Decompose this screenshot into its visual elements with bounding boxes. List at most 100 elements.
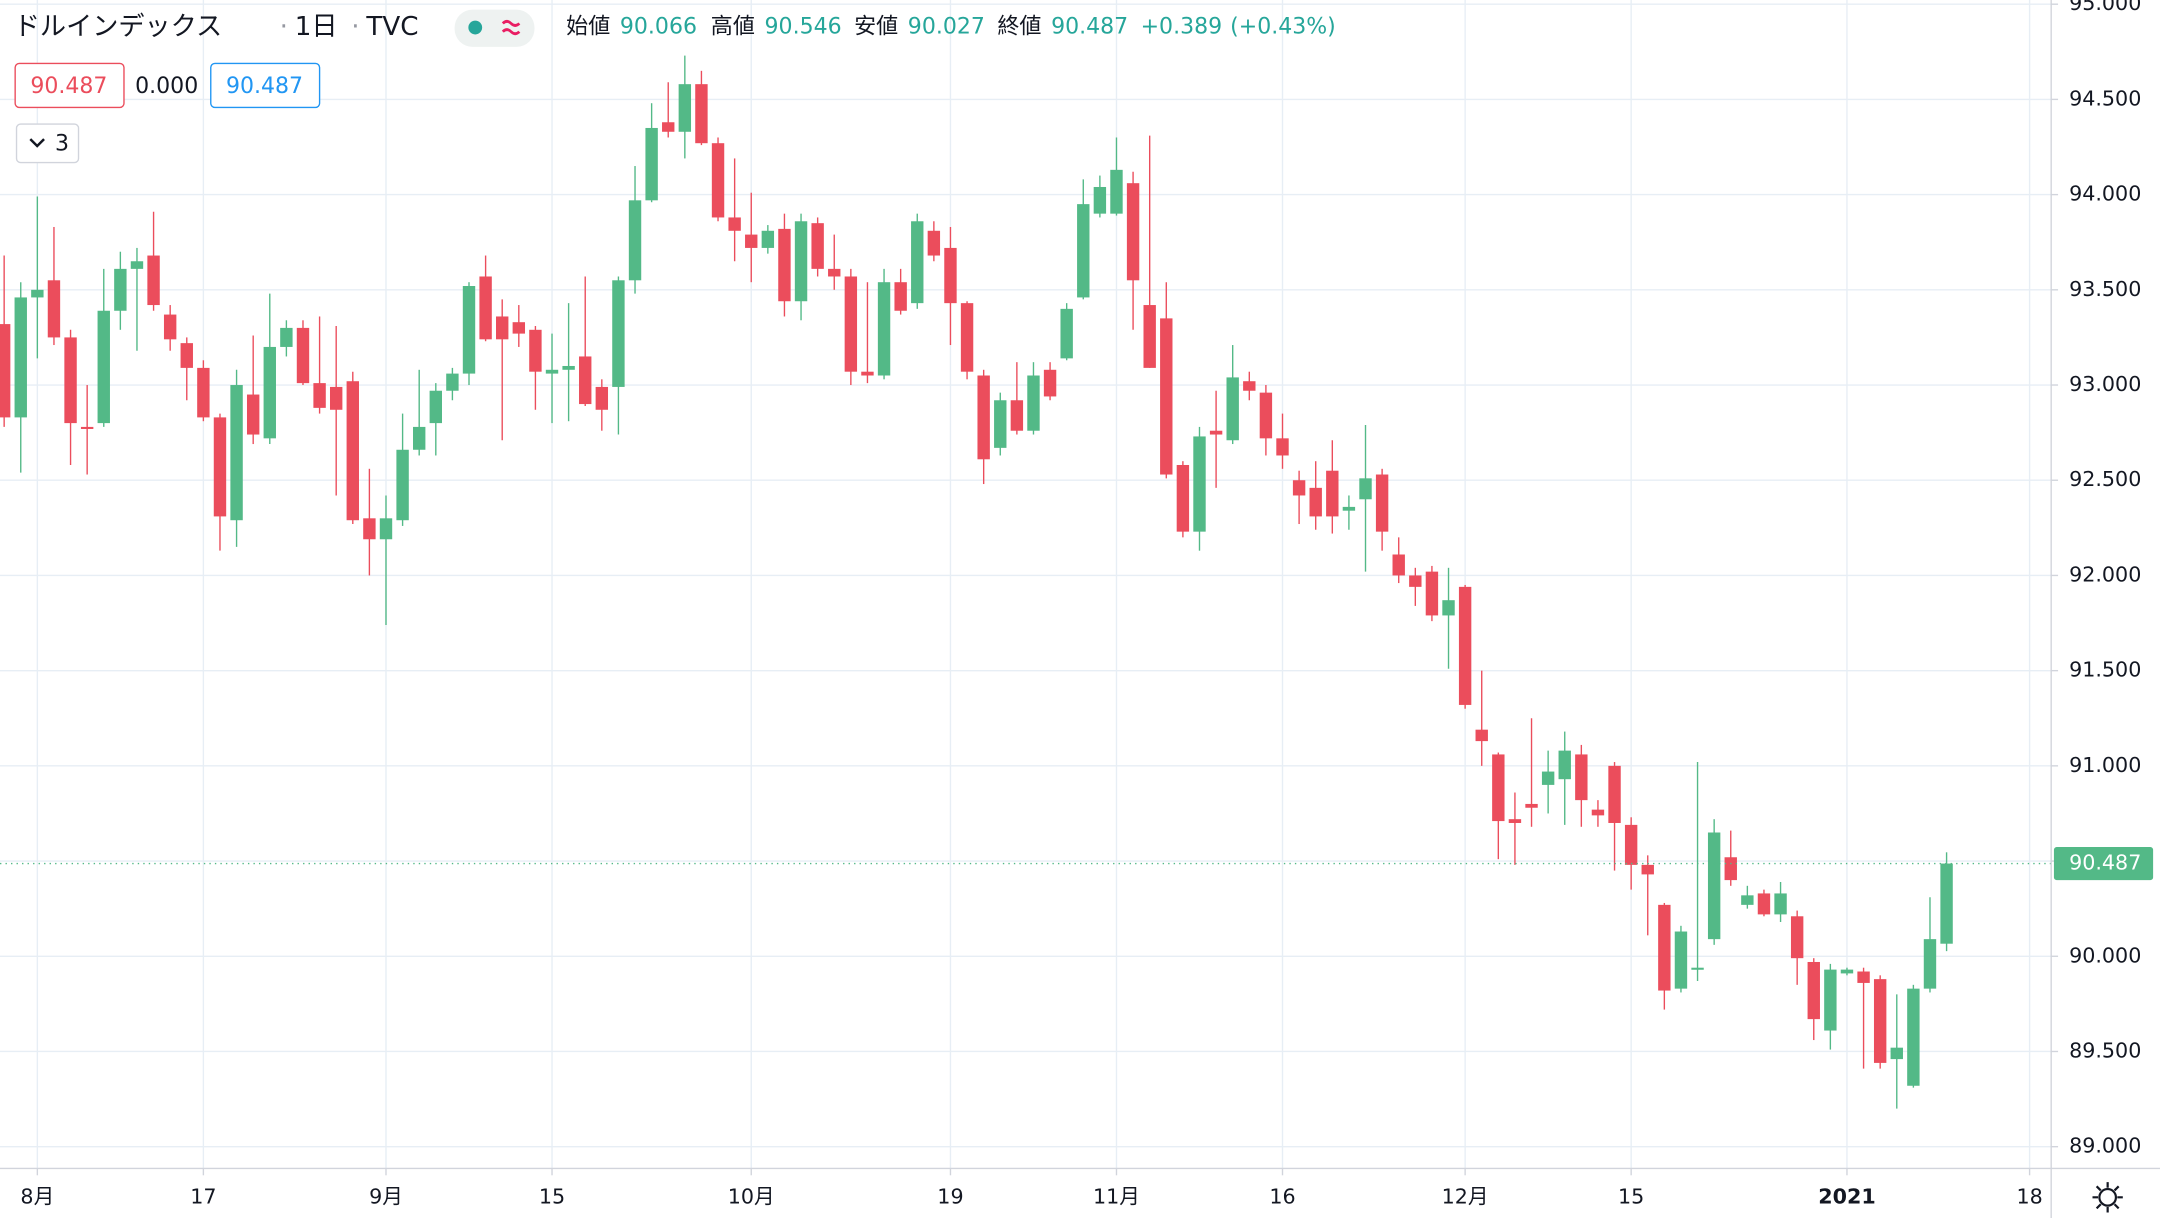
- x-tick-label: 11月: [1093, 1184, 1140, 1208]
- candle-body: [844, 276, 858, 372]
- candle-body: [1176, 464, 1190, 532]
- candle-body: [1790, 916, 1804, 959]
- candle-body: [1658, 904, 1671, 991]
- candle-body: [1160, 318, 1173, 475]
- x-tick-label: 12月: [1442, 1184, 1489, 1208]
- last-price-label: 90.487: [2069, 851, 2141, 875]
- candle-body: [64, 337, 77, 424]
- candle-body: [1010, 400, 1024, 431]
- candle-body: [329, 386, 343, 410]
- y-tick-label: 94.500: [2069, 86, 2141, 110]
- candles: [0, 55, 2052, 1109]
- candle-body: [1093, 186, 1107, 214]
- candle-body: [1873, 979, 1887, 1063]
- x-tick-label: 19: [937, 1184, 963, 1208]
- y-tick-label: 93.500: [2069, 277, 2141, 301]
- indicator-box: [210, 62, 321, 109]
- collapse-count: 3: [55, 132, 69, 157]
- candle-body: [114, 268, 127, 311]
- y-tick-label: 90.000: [2069, 943, 2141, 967]
- settings-icon[interactable]: [2092, 1182, 2123, 1213]
- candle-body: [462, 286, 476, 374]
- candle-body: [545, 369, 559, 374]
- candle-body: [1292, 480, 1306, 496]
- candle-body: [927, 230, 941, 256]
- x-tick-label: 18: [2016, 1184, 2042, 1208]
- candle-body: [745, 234, 758, 248]
- candle-body: [562, 365, 575, 370]
- candle-body: [944, 247, 957, 304]
- candle-body: [1674, 931, 1688, 989]
- candle-body: [1126, 183, 1140, 281]
- separator: ·: [351, 12, 359, 42]
- candle-body: [877, 282, 891, 376]
- candle-body: [1624, 824, 1638, 865]
- candle-body: [213, 417, 227, 517]
- interval: 1日: [295, 12, 338, 42]
- candle-body: [1492, 754, 1505, 822]
- candle-body: [678, 84, 692, 132]
- candle-body: [1392, 554, 1405, 576]
- candle-body: [1276, 438, 1289, 456]
- candle-body: [1243, 381, 1256, 391]
- candle-body: [1442, 600, 1455, 616]
- legend-header: ドルインデックス · 1日 · TVC 始値 90.066 高値 90.546 …: [14, 9, 1336, 47]
- y-tick-label: 92.500: [2069, 467, 2141, 491]
- ohlc-label: 安値: [854, 15, 898, 40]
- candle-body: [163, 314, 177, 340]
- candle-body: [147, 255, 160, 306]
- candle-body: [0, 324, 11, 418]
- candle-body: [811, 223, 824, 269]
- indicator-values: 90.487 0.000 90.487 3: [14, 62, 321, 164]
- candle-body: [1375, 474, 1389, 532]
- candle-body: [263, 346, 276, 439]
- candle-body: [14, 297, 27, 418]
- y-tick-label: 91.000: [2069, 753, 2141, 777]
- indicator-value: 90.487: [30, 74, 107, 99]
- candle-body: [1110, 169, 1123, 214]
- candle-body: [1707, 832, 1721, 940]
- x-tick-label: 15: [1618, 1184, 1644, 1208]
- candle-body: [31, 289, 44, 298]
- candle-body: [728, 217, 741, 231]
- candle-body: [628, 200, 642, 281]
- y-tick-label: 89.500: [2069, 1038, 2141, 1062]
- candle-body: [861, 371, 874, 376]
- ohlc-value: 90.487: [1051, 15, 1128, 40]
- candle-body: [662, 122, 675, 132]
- change-percent: (+0.43%): [1230, 15, 1336, 40]
- y-tick-label: 95.000: [2069, 0, 2141, 15]
- x-tick-label: 8月: [20, 1184, 54, 1208]
- candle-body: [977, 375, 990, 460]
- grid: [0, 0, 2052, 1169]
- candle-body: [711, 143, 725, 218]
- candle-body: [695, 84, 708, 144]
- candle-body: [1774, 893, 1787, 915]
- candle-body: [47, 280, 61, 338]
- candle-body: [429, 390, 443, 424]
- x-tick-label: 10月: [728, 1184, 775, 1208]
- candle-body: [911, 221, 924, 304]
- x-tick-label: 17: [190, 1184, 216, 1208]
- candle-body: [529, 329, 542, 372]
- candle-body: [1608, 765, 1621, 823]
- candle-body: [230, 385, 243, 521]
- indicator-value: 90.487: [226, 74, 303, 99]
- candle-body: [1541, 771, 1555, 785]
- candle-body: [280, 327, 293, 347]
- candle-body: [1027, 375, 1040, 431]
- candle-body: [1724, 857, 1737, 881]
- candle-body: [1691, 967, 1704, 970]
- candle-body: [778, 228, 791, 302]
- candle-body: [1807, 961, 1820, 1020]
- candle-body: [1326, 470, 1339, 517]
- y-tick-label: 93.000: [2069, 372, 2141, 396]
- y-tick-label: 94.000: [2069, 182, 2141, 206]
- candle-body: [1940, 863, 1953, 944]
- collapse-button[interactable]: [15, 123, 80, 164]
- candle-body: [1558, 750, 1571, 780]
- status-pill[interactable]: [454, 9, 535, 47]
- candle-body: [1923, 939, 1937, 989]
- candle-body: [1143, 305, 1156, 368]
- last-price-box: [2053, 847, 2154, 881]
